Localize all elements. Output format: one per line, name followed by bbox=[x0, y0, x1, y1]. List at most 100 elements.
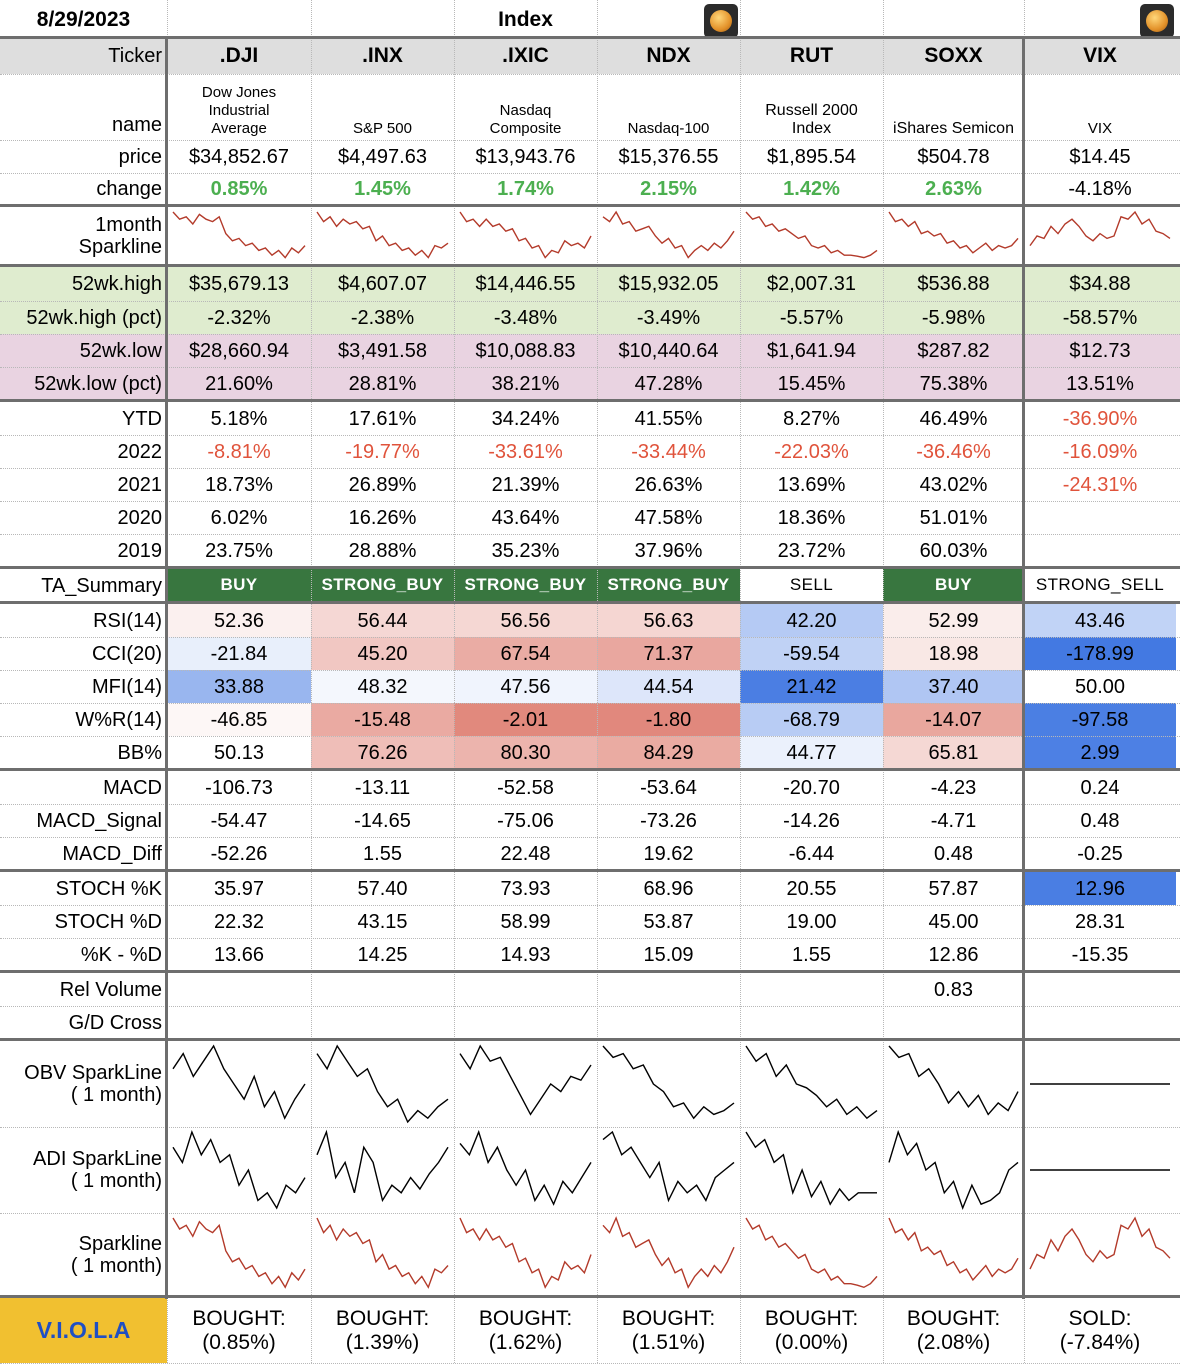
macd-signal-ixic: -75.06 bbox=[497, 809, 554, 832]
k-minus-d-dji: 13.66 bbox=[213, 943, 265, 966]
low52pct-ndx: 47.28% bbox=[634, 372, 703, 395]
low52pct-ixic: 38.21% bbox=[491, 372, 560, 395]
ticker-rut[interactable]: RUT bbox=[789, 44, 834, 68]
grid-hline bbox=[0, 334, 1180, 335]
obv-sparkline-line bbox=[602, 1045, 735, 1120]
grid-hline bbox=[0, 1213, 1180, 1214]
wr-soxx: -14.07 bbox=[883, 703, 1024, 736]
y2020-vix bbox=[1024, 501, 1176, 534]
ytd-inx: 17.61% bbox=[348, 407, 417, 430]
obv-sparkline-rut bbox=[745, 1045, 878, 1120]
row-label-line: ( 1 month) bbox=[70, 1170, 162, 1192]
adi-sparkline-soxx bbox=[888, 1129, 1019, 1210]
cci-ndx: 71.37 bbox=[597, 637, 740, 670]
wr-inx: -15.48 bbox=[311, 703, 454, 736]
gd-cross-ndx bbox=[597, 1006, 740, 1039]
row-label-rsi: RSI(14) bbox=[93, 609, 162, 632]
grid-hline bbox=[0, 74, 1180, 75]
rel-volume-vix bbox=[1024, 973, 1176, 1006]
stoch-k-vix: 12.96 bbox=[1024, 872, 1176, 905]
macd-diff-inx: 1.55 bbox=[363, 842, 402, 865]
macd-soxx: -4.23 bbox=[930, 776, 977, 799]
y2020-ndx: 47.58% bbox=[634, 506, 703, 529]
ticker-header-band bbox=[0, 38, 1180, 74]
column-divider bbox=[1022, 37, 1025, 1299]
y2021-dji: 18.73% bbox=[205, 473, 273, 496]
ytd-soxx: 46.49% bbox=[919, 407, 988, 430]
viola-line: (-7.84%) bbox=[1059, 1330, 1141, 1354]
viola-line: BOUGHT: bbox=[764, 1306, 859, 1330]
stoch-d-dji: 22.32 bbox=[213, 910, 265, 933]
y2019-rut: 23.72% bbox=[777, 539, 846, 562]
rel-volume-rut bbox=[740, 973, 883, 1006]
sparkline-1m-line bbox=[602, 210, 735, 259]
macd-diff-vix: -0.25 bbox=[1077, 842, 1123, 865]
row-label-ticker: Ticker bbox=[108, 45, 162, 67]
y2021-soxx: 43.02% bbox=[919, 473, 988, 496]
row-label-line: OBV SparkLine bbox=[24, 1062, 162, 1084]
row-label-name: name bbox=[111, 114, 162, 136]
low52-dji: $28,660.94 bbox=[188, 339, 290, 362]
adi-sparkline-line bbox=[745, 1131, 877, 1206]
stoch-d-vix: 28.31 bbox=[1074, 910, 1126, 933]
ticker-ndx[interactable]: NDX bbox=[646, 44, 691, 68]
sparkline-bottom-inx bbox=[316, 1217, 449, 1289]
rsi-ixic: 56.56 bbox=[454, 604, 597, 637]
viola-line: (0.00%) bbox=[774, 1330, 849, 1354]
ticker-inx[interactable]: .INX bbox=[362, 44, 403, 68]
grid-hline bbox=[0, 140, 1180, 141]
grid-vline bbox=[454, 0, 455, 1363]
rsi-dji: 52.36 bbox=[167, 604, 311, 637]
ticker-ixic[interactable]: .IXIC bbox=[502, 44, 549, 68]
section-divider bbox=[0, 1295, 1180, 1298]
orange-app-icon[interactable] bbox=[1140, 4, 1174, 38]
y2022-ndx: -33.44% bbox=[631, 440, 706, 463]
row-label-high52pct: 52wk.high (pct) bbox=[26, 306, 162, 329]
row-label-y2019: 2019 bbox=[117, 539, 163, 562]
column-divider bbox=[165, 37, 168, 1299]
k-minus-d-rut: 1.55 bbox=[792, 943, 831, 966]
y2022-vix: -16.09% bbox=[1062, 440, 1138, 463]
change-ixic: 1.74% bbox=[497, 178, 554, 200]
macd-dji: -106.73 bbox=[205, 776, 273, 799]
high52-rut: $2,007.31 bbox=[767, 273, 856, 295]
macd-signal-soxx: -4.71 bbox=[930, 809, 977, 832]
grid-hline bbox=[0, 1127, 1180, 1128]
ticker-soxx[interactable]: SOXX bbox=[924, 44, 983, 68]
ticker-vix[interactable]: VIX bbox=[1083, 44, 1117, 68]
high52pct-dji: -2.32% bbox=[207, 306, 271, 329]
viola-label[interactable]: V.I.O.L.A bbox=[0, 1298, 167, 1363]
row-label-line: Sparkline bbox=[78, 1232, 162, 1255]
section-divider bbox=[0, 566, 1180, 569]
section-divider bbox=[0, 399, 1180, 402]
y2019-inx: 28.88% bbox=[348, 539, 417, 562]
row-label-macd: MACD bbox=[103, 776, 162, 799]
sparkline-1m-line bbox=[172, 211, 306, 259]
k-minus-d-soxx: 12.86 bbox=[928, 943, 979, 966]
bb-dji: 50.13 bbox=[167, 736, 311, 769]
viola-line: BOUGHT: bbox=[335, 1306, 430, 1330]
ticker-dji[interactable]: .DJI bbox=[219, 44, 259, 68]
row-label-rel-volume: Rel Volume bbox=[59, 978, 162, 1001]
grid-hline bbox=[0, 367, 1180, 368]
rsi-inx: 56.44 bbox=[311, 604, 454, 637]
grid-hline bbox=[0, 736, 1180, 737]
macd-inx: -13.11 bbox=[354, 776, 411, 799]
adi-sparkline-line bbox=[888, 1129, 1019, 1210]
obv-sparkline-dji bbox=[172, 1044, 306, 1120]
low52pct-dji: 21.60% bbox=[205, 372, 273, 395]
sparkline-bottom-rut bbox=[745, 1217, 878, 1289]
sparkline-1m-dji bbox=[172, 211, 306, 259]
section-divider bbox=[0, 204, 1180, 207]
obv-sparkline-line bbox=[459, 1044, 592, 1116]
mfi-ndx: 44.54 bbox=[597, 670, 740, 703]
cci-inx: 45.20 bbox=[311, 637, 454, 670]
row-label-line: ( 1 month) bbox=[70, 1084, 162, 1106]
orange-app-icon[interactable] bbox=[704, 4, 738, 38]
viola-line: (1.62%) bbox=[488, 1330, 563, 1354]
date-cell[interactable]: 8/29/2023 bbox=[36, 8, 131, 32]
sparkline-1m-line bbox=[459, 211, 592, 259]
grid-vline bbox=[883, 0, 884, 1363]
section-title: Index bbox=[498, 8, 553, 32]
viola-band bbox=[0, 1298, 1180, 1363]
